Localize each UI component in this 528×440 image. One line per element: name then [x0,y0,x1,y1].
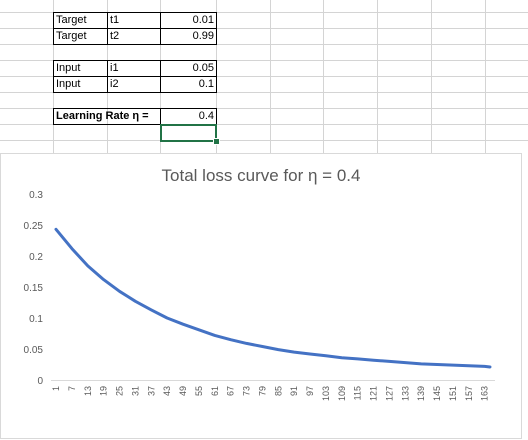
x-tick-label: 91 [289,386,299,396]
x-tick-label: 49 [178,386,188,396]
x-tick-label: 103 [321,386,331,401]
chart-title: Total loss curve for η = 0.4 [162,166,361,185]
y-tick-label: 0.15 [24,283,44,294]
x-tick-label: 151 [448,386,458,401]
x-tick-label: 115 [353,386,363,400]
x-tick-label: 43 [162,386,172,396]
y-tick-label: 0.1 [29,314,43,325]
x-tick-label: 67 [226,386,236,396]
x-tick-label: 61 [210,386,220,396]
y-tick-label: 0.05 [24,345,44,356]
x-tick-label: 1 [51,386,61,391]
cell-label[interactable]: Input [53,60,108,77]
cell-value[interactable]: 0.99 [160,28,217,45]
y-tick-label: 0.25 [24,221,44,232]
fill-handle[interactable] [213,138,220,145]
cell-label[interactable]: Target [53,28,108,45]
x-tick-label: 157 [464,386,474,401]
x-tick-label: 13 [83,386,93,396]
x-tick-label: 133 [400,386,410,401]
learning-rate-value[interactable]: 0.4 [160,108,217,125]
x-tick-label: 121 [369,386,379,401]
cell-variable[interactable]: i1 [107,60,161,77]
x-tick-label: 73 [242,386,252,396]
x-tick-label: 37 [146,386,156,396]
x-tick-label: 97 [305,386,315,396]
x-tick-label: 127 [384,386,394,401]
x-tick-label: 55 [194,386,204,396]
y-tick-label: 0.3 [29,190,43,201]
y-tick-label: 0 [37,376,43,387]
x-tick-label: 7 [67,386,77,391]
cell-label[interactable]: Target [53,12,108,29]
x-tick-label: 139 [416,386,426,401]
x-tick-label: 145 [432,386,442,401]
x-tick-label: 79 [257,386,267,396]
active-cell-selection[interactable] [160,124,217,142]
cell-variable[interactable]: t2 [107,28,161,45]
cell-variable[interactable]: t1 [107,12,161,29]
cell-value[interactable]: 0.05 [160,60,217,77]
cell-value[interactable]: 0.1 [160,76,217,93]
chart-canvas: Total loss curve for η = 0.4 0 0.05 0.1 0.1… [24,166,495,401]
learning-rate-label[interactable]: Learning Rate η = [53,108,161,125]
cell-value[interactable]: 0.01 [160,12,217,29]
cell-variable[interactable]: i2 [107,76,161,93]
cell-label[interactable]: Input [53,76,108,93]
loss-series-line [54,227,492,369]
x-tick-label: 109 [337,386,347,401]
x-tick-label: 31 [130,386,140,396]
x-tick-label: 85 [273,386,283,396]
loss-chart[interactable]: Total loss curve for η = 0.4 0 0.05 0.1 0.1… [0,153,522,439]
y-tick-label: 0.2 [29,252,43,263]
x-tick-label: 25 [115,386,125,396]
x-tick-label: 19 [99,386,109,396]
x-tick-label: 163 [480,386,490,401]
